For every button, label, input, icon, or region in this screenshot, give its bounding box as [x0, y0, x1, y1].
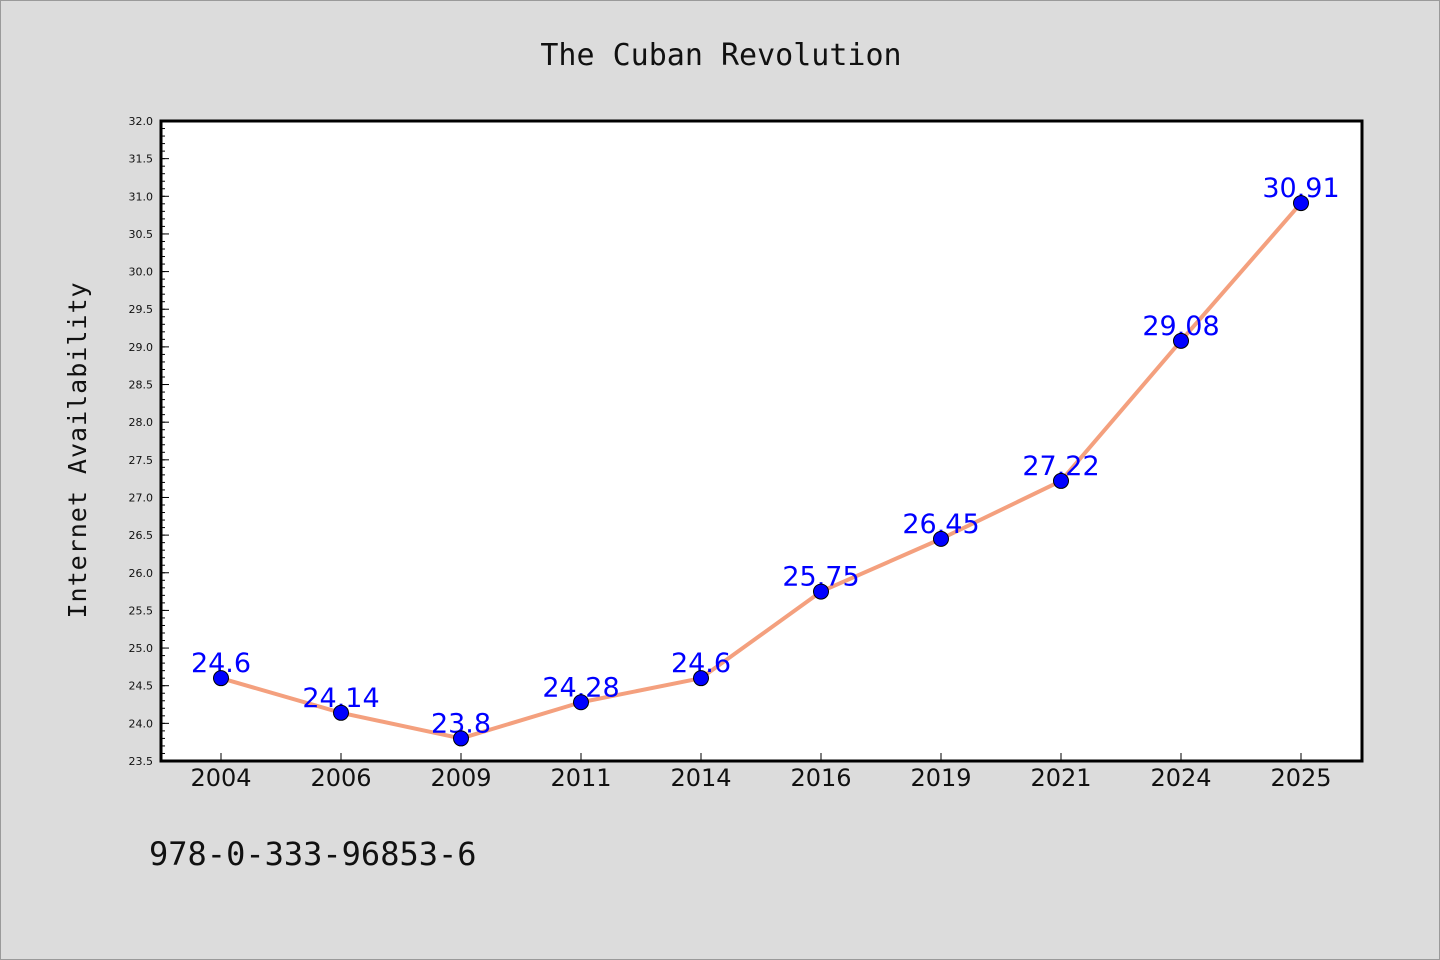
- data-point: [813, 583, 829, 600]
- y-tick-label: 28.0: [129, 416, 154, 429]
- y-tick-label: 26.0: [129, 567, 154, 580]
- data-point: [453, 730, 469, 747]
- x-axis-ticks: 2004 2006 2009 2011 2014 2016 2019 2021 2024 2025: [190, 753, 1332, 792]
- y-tick-label: 29.5: [129, 303, 154, 316]
- x-tick-label: 2024: [1150, 764, 1211, 792]
- y-tick-label: 32.0: [129, 115, 154, 128]
- data-point: [333, 704, 349, 721]
- x-tick-label: 2025: [1270, 764, 1331, 792]
- y-tick-label: 24.0: [129, 717, 154, 730]
- y-tick-label: 25.0: [129, 642, 154, 655]
- y-tick-label: 28.5: [129, 379, 154, 392]
- y-tick-label: 29.0: [129, 341, 154, 354]
- data-point: [1173, 332, 1189, 349]
- y-tick-label: 24.5: [129, 680, 154, 693]
- y-tick-label: 26.5: [129, 529, 154, 542]
- y-tick-label: 27.5: [129, 454, 154, 467]
- y-tick-label: 25.5: [129, 604, 154, 617]
- series-line: [219, 201, 1303, 741]
- x-tick-label: 2014: [670, 764, 731, 792]
- data-point: [213, 670, 229, 687]
- y-tick-label: 31.5: [129, 153, 154, 166]
- data-series: 24.624.1423.824.2824.625.7526.4527.2229.…: [191, 173, 1340, 747]
- isbn-footnote: 978-0-333-96853-6: [149, 835, 477, 873]
- data-point: [933, 530, 949, 547]
- x-tick-label: 2019: [910, 764, 971, 792]
- x-tick-label: 2021: [1030, 764, 1091, 792]
- x-tick-label: 2006: [310, 764, 371, 792]
- x-tick-label: 2016: [790, 764, 851, 792]
- data-point: [693, 670, 709, 687]
- y-tick-label: 31.0: [129, 190, 154, 203]
- x-tick-label: 2011: [550, 764, 611, 792]
- y-tick-label: 30.5: [129, 228, 154, 241]
- data-point: [1293, 195, 1309, 212]
- y-tick-label: 27.0: [129, 491, 154, 504]
- x-tick-label: 2004: [190, 764, 251, 792]
- y-axis-label: Internet Availability: [63, 281, 92, 618]
- y-axis-ticks: 23.5 24.0 24.5 25.0 25.5 26.0 26.5 27.0 27.5 28.0…: [129, 115, 169, 768]
- y-tick-label: 30.0: [129, 266, 154, 279]
- x-tick-label: 2009: [430, 764, 491, 792]
- y-tick-label: 23.5: [129, 755, 154, 768]
- chart-title: The Cuban Revolution: [540, 38, 901, 73]
- data-point: [573, 694, 589, 711]
- data-point: [1053, 472, 1069, 489]
- plot-area: [159, 119, 1364, 763]
